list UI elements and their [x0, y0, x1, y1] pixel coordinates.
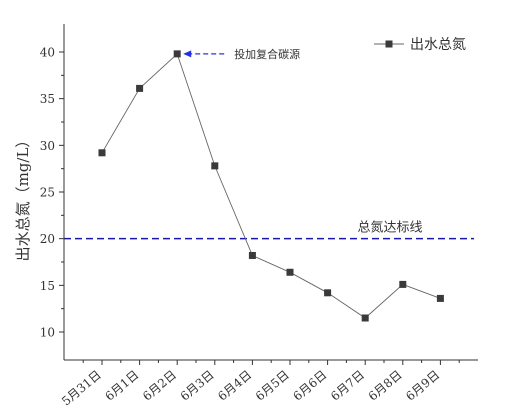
series-layer: [98, 50, 444, 322]
legend-label: 出水总氮: [410, 37, 466, 53]
data-point: [211, 162, 219, 170]
y-tick-label: 25: [40, 186, 55, 200]
data-point: [361, 314, 369, 322]
y-axis-title: 出水总氮（mg/L）: [14, 133, 32, 262]
y-tick-label: 40: [40, 46, 55, 60]
legend: 出水总氮: [374, 37, 466, 53]
legend-marker: [385, 40, 393, 48]
data-point: [324, 289, 332, 297]
y-tick-label: 20: [40, 232, 55, 246]
data-point: [399, 280, 407, 288]
data-point: [436, 294, 444, 302]
y-tick-label: 10: [40, 326, 55, 340]
data-point: [286, 268, 294, 276]
data-point: [248, 251, 256, 259]
series-line: [101, 53, 441, 319]
reference-line-label: 总氮达标线: [357, 221, 422, 236]
annotation-label: 投加复合碳源: [234, 47, 300, 61]
data-point: [98, 149, 106, 157]
y-tick-label: 15: [40, 279, 55, 293]
y-tick-label: 35: [40, 92, 55, 106]
annotation-arrow-head: [183, 50, 192, 58]
y-tick-label: 30: [40, 139, 55, 153]
axis-layer: [59, 24, 478, 365]
data-point: [136, 84, 144, 92]
data-point: [173, 50, 181, 58]
